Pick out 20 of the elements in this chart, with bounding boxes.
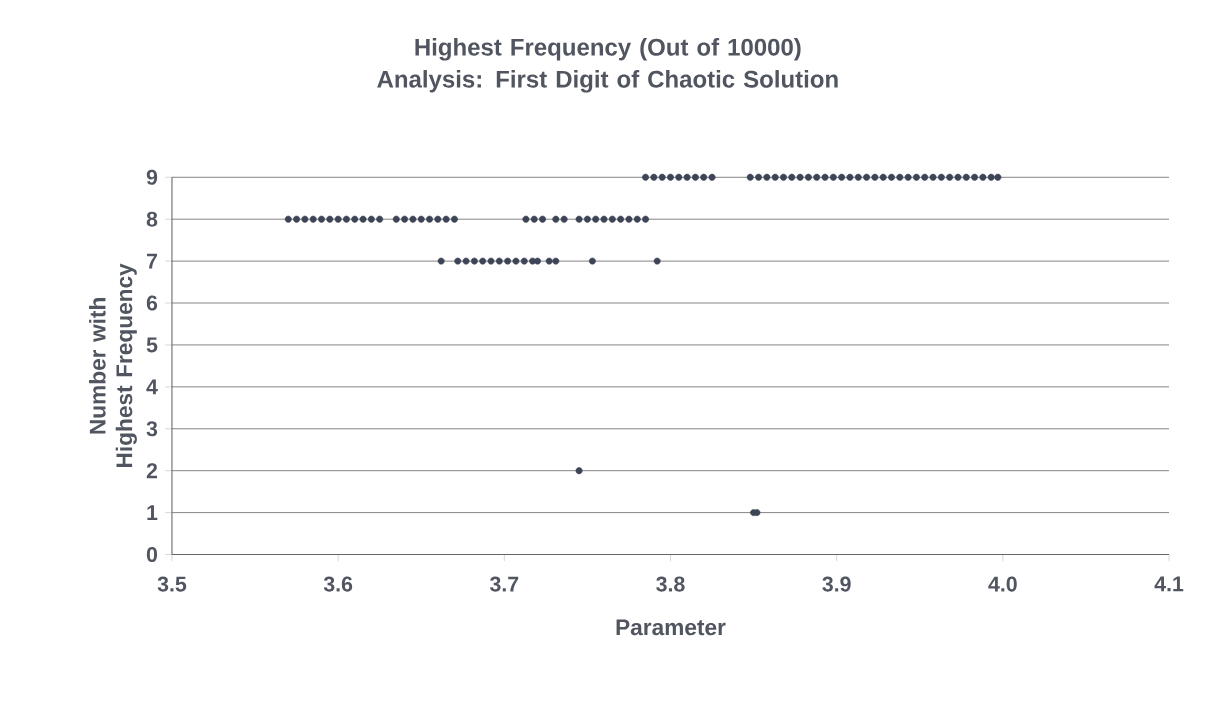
x-tick-label: 3.9 [822,576,851,592]
y-tick-label: 6 [146,295,158,311]
y-tick-label: 4 [146,379,158,394]
y-tick-label: 7 [146,253,157,269]
x-tick-label: 3.6 [323,576,353,592]
y-tick-label: 5 [146,337,158,353]
x-tick-label: 3.8 [656,576,685,592]
x-axis-title: Parameter [616,619,726,636]
x-tick-label: 4.0 [988,576,1017,592]
x-tick-label: 3.5 [157,576,187,592]
y-axis-title: Number with Highest Frequency [89,263,137,467]
y-tick-label: 3 [146,420,158,437]
chart-title: Highest Frequency (Out of 10000) Analysis: First Digit of Chaotic Solution [377,37,838,93]
y-tick-label: 9 [146,169,158,185]
y-tick-label: 2 [146,463,158,478]
y-tick-label: 8 [146,211,158,227]
x-tick-label: 3.7 [489,576,519,592]
y-tick-label: 0 [146,546,158,562]
x-tick-label: 4.1 [1154,576,1184,591]
y-tick-label: 1 [147,505,158,520]
